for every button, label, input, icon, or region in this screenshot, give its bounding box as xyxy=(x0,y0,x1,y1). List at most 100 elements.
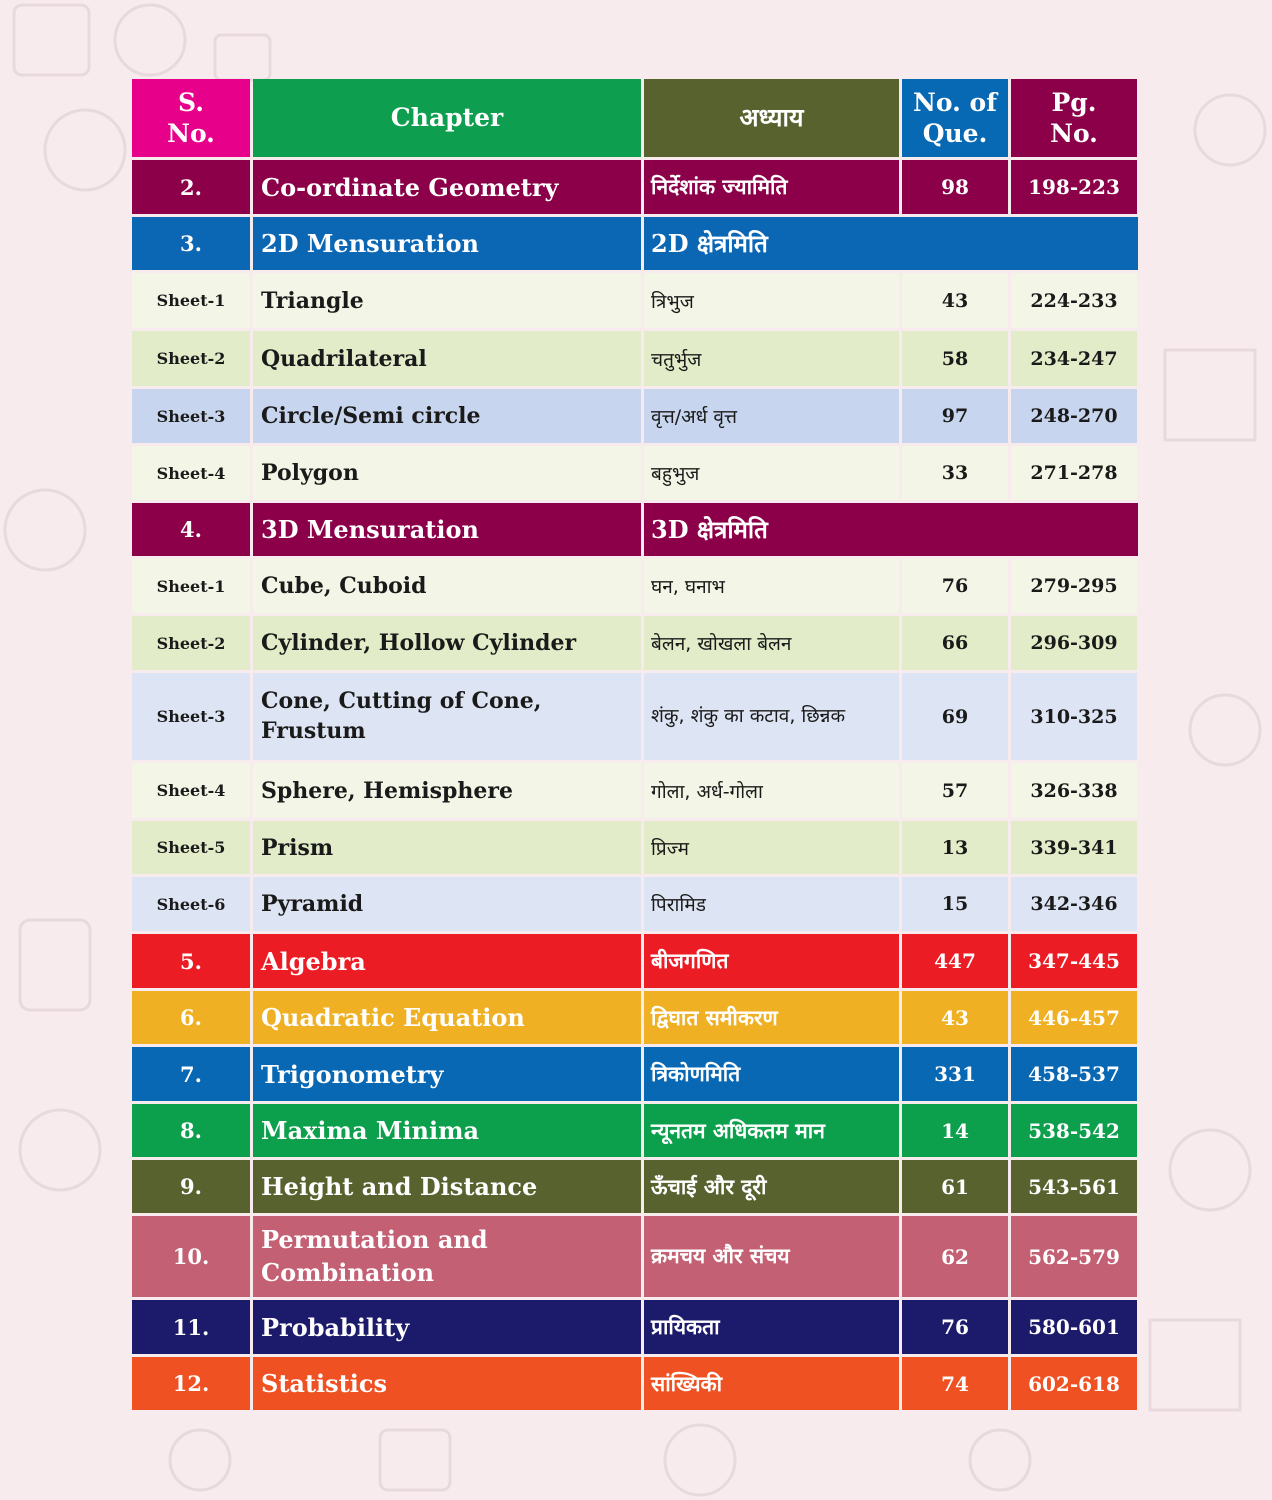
chapter-cell: Co-ordinate Geometry xyxy=(253,160,641,214)
hindi-cell: शंकु, शंकु का कटाव, छिन्नक xyxy=(644,673,899,760)
sno-cell: 7. xyxy=(132,1047,250,1101)
chapter-row: 2. Co-ordinate Geometry निर्देशांक ज्यामित… xyxy=(132,160,1140,214)
sno-cell: 11. xyxy=(132,1300,250,1354)
questions-cell: 13 xyxy=(902,821,1008,874)
page-cell: 580-601 xyxy=(1011,1300,1137,1354)
page-cell: 326-338 xyxy=(1011,763,1137,818)
sheet-row: Sheet-6 Pyramid पिरामिड 15 342-346 xyxy=(132,877,1140,931)
chapter-row: 11. Probability प्रायिकता 76 580-601 xyxy=(132,1300,1140,1354)
chapter-row: 8. Maxima Minima न्यूनतम अधिकतम मान 14 538-5… xyxy=(132,1104,1140,1157)
sno-cell: Sheet-1 xyxy=(132,559,250,613)
page-cell: 538-542 xyxy=(1011,1104,1137,1157)
chapter-cell: Prism xyxy=(253,821,641,874)
sno-cell: 6. xyxy=(132,991,250,1044)
sheet-row: Sheet-4 Polygon बहुभुज 33 271-278 xyxy=(132,446,1140,500)
questions-cell: 62 xyxy=(902,1216,1008,1297)
hindi-cell: बहुभुज xyxy=(644,446,899,500)
hindi-cell: द्विघात समीकरण xyxy=(644,991,899,1044)
hindi-cell: क्रमचय और संचय xyxy=(644,1216,899,1297)
chapter-cell: Statistics xyxy=(253,1357,641,1410)
questions-cell: 43 xyxy=(902,991,1008,1044)
chapter-cell: Probability xyxy=(253,1300,641,1354)
page-cell: 271-278 xyxy=(1011,446,1137,500)
chapter-cell: Quadrilateral xyxy=(253,331,641,386)
sheet-row: Sheet-2 Cylinder, Hollow Cylinder बेलन, खो… xyxy=(132,616,1140,670)
sno-cell: 10. xyxy=(132,1216,250,1297)
page-cell: 543-561 xyxy=(1011,1160,1137,1213)
hindi-cell: ऊँचाई और दूरी xyxy=(644,1160,899,1213)
chapter-cell: 3D Mensuration xyxy=(253,503,641,556)
chapter-cell: Polygon xyxy=(253,446,641,500)
sno-cell: Sheet-5 xyxy=(132,821,250,874)
chapter-cell: 2D Mensuration xyxy=(253,217,641,270)
hindi-cell: घन, घनाभ xyxy=(644,559,899,613)
chapter-cell: Trigonometry xyxy=(253,1047,641,1101)
page-cell: 198-223 xyxy=(1011,160,1137,214)
chapter-cell: Quadratic Equation xyxy=(253,991,641,1044)
page-cell: 224-233 xyxy=(1011,273,1137,328)
chapter-row: 9. Height and Distance ऊँचाई और दूरी 61 543-… xyxy=(132,1160,1140,1213)
questions-cell: 15 xyxy=(902,877,1008,931)
header-hindi: अध्याय xyxy=(644,79,899,157)
chapter-cell: Sphere, Hemisphere xyxy=(253,763,641,818)
table-header-row: S. No. Chapter अध्याय No. of Que. Pg. No. xyxy=(132,79,1140,157)
chapter-cell: Triangle xyxy=(253,273,641,328)
hindi-cell: न्यूनतम अधिकतम मान xyxy=(644,1104,899,1157)
page-cell: 458-537 xyxy=(1011,1047,1137,1101)
sno-cell: 8. xyxy=(132,1104,250,1157)
hindi-cell: सांख्यिकी xyxy=(644,1357,899,1410)
chapter-row: 7. Trigonometry त्रिकोणमिति 331 458-537 xyxy=(132,1047,1140,1101)
questions-cell: 97 xyxy=(902,389,1008,443)
sheet-row: Sheet-3 Circle/Semi circle वृत्त/अर्ध वृत्… xyxy=(132,389,1140,443)
questions-cell: 66 xyxy=(902,616,1008,670)
section-row: 3. 2D Mensuration 2D क्षेत्रमिति xyxy=(132,217,1140,270)
questions-cell: 76 xyxy=(902,559,1008,613)
page-cell: 446-457 xyxy=(1011,991,1137,1044)
questions-cell: 57 xyxy=(902,763,1008,818)
chapter-cell: Permutation and Combination xyxy=(253,1216,641,1297)
page-cell: 310-325 xyxy=(1011,673,1137,760)
chapter-cell: Height and Distance xyxy=(253,1160,641,1213)
sno-cell: Sheet-1 xyxy=(132,273,250,328)
page-cell: 342-346 xyxy=(1011,877,1137,931)
chapter-cell: Pyramid xyxy=(253,877,641,931)
sno-cell: 9. xyxy=(132,1160,250,1213)
hindi-cell: चतुर्भुज xyxy=(644,331,899,386)
header-page: Pg. No. xyxy=(1011,79,1137,157)
sheet-row: Sheet-1 Cube, Cuboid घन, घनाभ 76 279-295 xyxy=(132,559,1140,613)
hindi-cell: पिरामिड xyxy=(644,877,899,931)
hindi-cell: बेलन, खोखला बेलन xyxy=(644,616,899,670)
hindi-cell: बीजगणित xyxy=(644,934,899,988)
sno-cell: 3. xyxy=(132,217,250,270)
sno-cell: Sheet-3 xyxy=(132,389,250,443)
questions-cell: 33 xyxy=(902,446,1008,500)
section-row: 4. 3D Mensuration 3D क्षेत्रमिति xyxy=(132,503,1140,556)
page-cell: 602-618 xyxy=(1011,1357,1137,1410)
chapter-cell: Cone, Cutting of Cone, Frustum xyxy=(253,673,641,760)
page-cell: 339-341 xyxy=(1011,821,1137,874)
header-chapter: Chapter xyxy=(253,79,641,157)
sno-cell: 5. xyxy=(132,934,250,988)
sno-cell: Sheet-2 xyxy=(132,331,250,386)
chapter-cell: Algebra xyxy=(253,934,641,988)
sno-cell: Sheet-6 xyxy=(132,877,250,931)
sheet-row: Sheet-5 Prism प्रिज्म 13 339-341 xyxy=(132,821,1140,874)
sno-cell: Sheet-4 xyxy=(132,446,250,500)
hindi-cell: गोला, अर्ध-गोला xyxy=(644,763,899,818)
questions-cell: 76 xyxy=(902,1300,1008,1354)
sno-cell: 12. xyxy=(132,1357,250,1410)
hindi-cell: त्रिभुज xyxy=(644,273,899,328)
header-questions: No. of Que. xyxy=(902,79,1008,157)
hindi-cell: प्रायिकता xyxy=(644,1300,899,1354)
chapter-row: 10. Permutation and Combination क्रमचय और … xyxy=(132,1216,1140,1297)
hindi-cell: निर्देशांक ज्यामिति xyxy=(644,160,899,214)
chapter-cell: Circle/Semi circle xyxy=(253,389,641,443)
sno-cell: 2. xyxy=(132,160,250,214)
chapter-cell: Cylinder, Hollow Cylinder xyxy=(253,616,641,670)
page-cell: 296-309 xyxy=(1011,616,1137,670)
hindi-cell: प्रिज्म xyxy=(644,821,899,874)
page-cell: 248-270 xyxy=(1011,389,1137,443)
page-cell: 562-579 xyxy=(1011,1216,1137,1297)
page-cell: 347-445 xyxy=(1011,934,1137,988)
chapter-cell: Maxima Minima xyxy=(253,1104,641,1157)
